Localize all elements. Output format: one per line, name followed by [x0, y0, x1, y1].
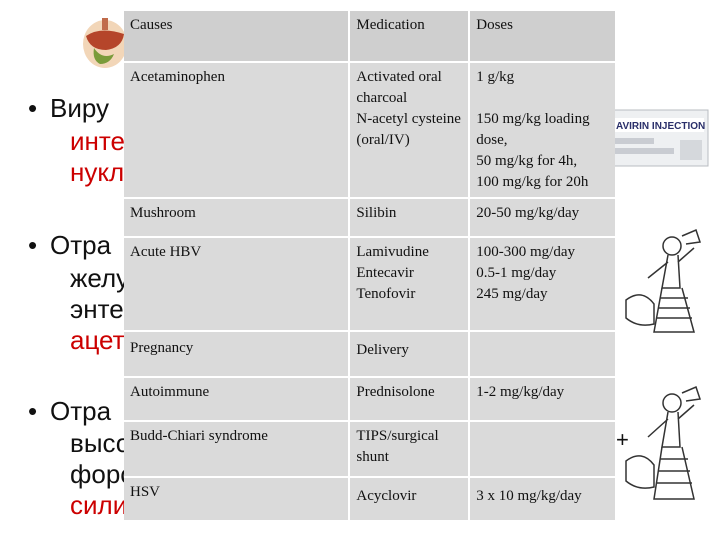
bullet-3-line-1: Отра — [50, 396, 112, 426]
cell-cause: Pregnancy — [124, 332, 351, 378]
bullet-1-line-1: Виру — [50, 93, 110, 123]
nurse-figure-icon-2 — [625, 385, 701, 500]
header-causes: Causes — [124, 11, 351, 63]
bullet-1-line-3: нукл — [70, 157, 125, 187]
cell-medication: Delivery — [350, 332, 471, 378]
cell-medication: Silibin — [350, 199, 471, 238]
bullet-2: • Отра — [28, 230, 111, 261]
cell-cause: Mushroom — [124, 199, 351, 238]
cell-dose — [470, 422, 615, 478]
cell-dose: 20-50 mg/kg/day — [470, 199, 615, 238]
bullet-2-line-3: энте — [70, 294, 124, 324]
table-row: Acetaminophen Activated oral charcoal N-… — [124, 63, 615, 199]
cell-medication: Lamivudine Entecavir Tenofovir — [350, 238, 471, 332]
bullet-dot: • — [28, 230, 38, 260]
cell-cause: Budd-Chiari syndrome — [124, 422, 351, 478]
cell-dose — [470, 332, 615, 378]
cell-dose: 1-2 mg/kg/day — [470, 378, 615, 422]
cell-medication: Acyclovir — [350, 478, 471, 520]
table-header-row: Causes Medication Doses — [124, 11, 615, 63]
bullet-3-line-2: высо — [70, 428, 131, 458]
nurse-figure-icon — [625, 228, 701, 333]
bullet-1-line-2: инте — [70, 126, 125, 156]
cell-cause: Acetaminophen — [124, 63, 351, 199]
bullet-2-line-1: Отра — [50, 230, 112, 260]
bullet-1: • Виру — [28, 93, 109, 124]
bullet-3-line-4: сили — [70, 490, 128, 520]
cell-cause: HSV — [124, 478, 351, 520]
avirin-injection-image: AVIRIN INJECTION — [610, 109, 709, 167]
bullet-3: • Отра — [28, 396, 111, 427]
cell-cause: Acute HBV — [124, 238, 351, 332]
bullet-dot: • — [28, 396, 38, 426]
cell-dose: 1 g/kg 150 mg/kg loading dose, 50 mg/kg … — [470, 63, 615, 199]
liver-organs-icon — [83, 18, 127, 68]
vial-label: AVIRIN INJECTION — [616, 121, 705, 132]
cell-dose: 3 x 10 mg/kg/day — [470, 478, 615, 520]
table-row: HSV Acyclovir 3 x 10 mg/kg/day — [124, 478, 615, 520]
bullet-2-line-2: желу — [70, 263, 130, 293]
table-row: Acute HBV Lamivudine Entecavir Tenofovir… — [124, 238, 615, 332]
cell-cause: Autoimmune — [124, 378, 351, 422]
edge-glyph: + — [616, 427, 629, 452]
cell-medication: TIPS/surgical shunt — [350, 422, 471, 478]
header-medication: Medication — [350, 11, 471, 63]
header-doses: Doses — [470, 11, 615, 63]
table-row: Pregnancy Delivery — [124, 332, 615, 378]
medication-table: Causes Medication Doses Acetaminophen Ac… — [124, 11, 615, 520]
table-row: Mushroom Silibin 20-50 mg/kg/day — [124, 199, 615, 238]
bullet-2-line-4: ацет — [70, 325, 125, 355]
cell-medication: Activated oral charcoal N-acetyl cystein… — [350, 63, 471, 199]
bullet-dot: • — [28, 93, 38, 123]
cell-dose: 100-300 mg/day 0.5-1 mg/day 245 mg/day — [470, 238, 615, 332]
table-row: Budd-Chiari syndrome TIPS/surgical shunt — [124, 422, 615, 478]
bullet-3-line-3: форс — [70, 459, 134, 489]
cell-medication: Prednisolone — [350, 378, 471, 422]
table-row: Autoimmune Prednisolone 1-2 mg/kg/day — [124, 378, 615, 422]
